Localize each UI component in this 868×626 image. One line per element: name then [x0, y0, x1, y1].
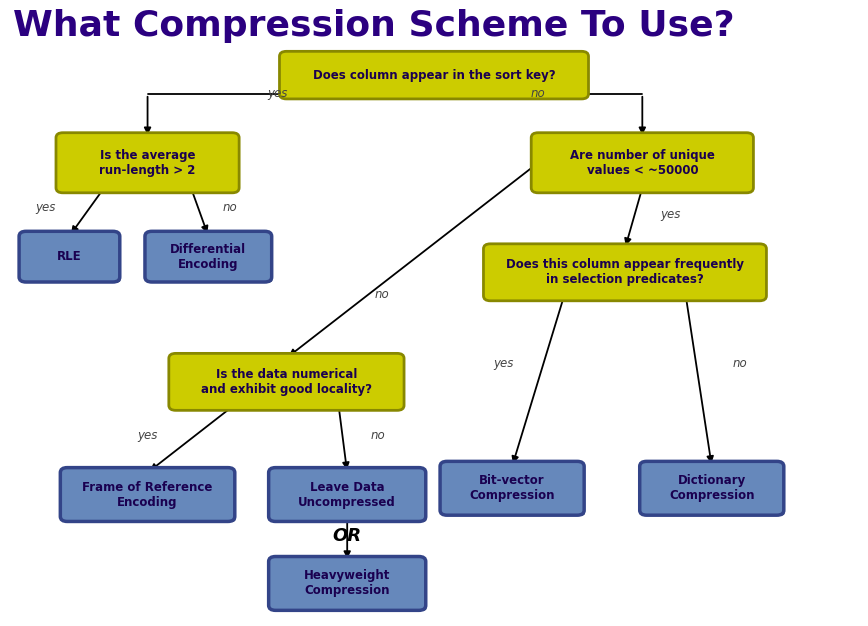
Text: Does column appear in the sort key?: Does column appear in the sort key? — [312, 69, 556, 81]
FancyBboxPatch shape — [67, 472, 236, 522]
FancyBboxPatch shape — [56, 133, 240, 193]
Text: Is the average
run-length > 2: Is the average run-length > 2 — [99, 149, 196, 177]
Text: Differential
Encoding: Differential Encoding — [170, 243, 247, 270]
Text: OR: OR — [332, 528, 362, 545]
FancyBboxPatch shape — [19, 232, 120, 282]
FancyBboxPatch shape — [646, 466, 785, 516]
FancyBboxPatch shape — [279, 51, 589, 99]
Text: Heavyweight
Compression: Heavyweight Compression — [304, 570, 391, 597]
Text: Does this column appear frequently
in selection predicates?: Does this column appear frequently in se… — [506, 259, 744, 286]
Text: yes: yes — [35, 202, 56, 214]
Text: Leave Data
Uncompressed: Leave Data Uncompressed — [299, 481, 396, 508]
Text: no: no — [531, 88, 545, 100]
Text: Bit-vector
Compression: Bit-vector Compression — [470, 475, 555, 502]
FancyBboxPatch shape — [151, 236, 273, 283]
FancyBboxPatch shape — [145, 232, 272, 282]
FancyBboxPatch shape — [531, 133, 753, 193]
Text: no: no — [223, 202, 237, 214]
Text: no: no — [375, 288, 389, 300]
Text: yes: yes — [137, 429, 158, 441]
Text: RLE: RLE — [57, 250, 82, 263]
FancyBboxPatch shape — [168, 353, 404, 411]
Text: Is the data numerical
and exhibit good locality?: Is the data numerical and exhibit good l… — [201, 368, 372, 396]
Text: yes: yes — [493, 357, 514, 369]
FancyBboxPatch shape — [640, 461, 784, 515]
Text: Frame of Reference
Encoding: Frame of Reference Encoding — [82, 481, 213, 508]
FancyBboxPatch shape — [274, 472, 427, 522]
FancyBboxPatch shape — [61, 468, 234, 521]
FancyBboxPatch shape — [269, 468, 426, 521]
Text: yes: yes — [267, 88, 288, 100]
FancyBboxPatch shape — [446, 466, 585, 516]
Text: no: no — [733, 357, 746, 369]
Text: no: no — [371, 429, 385, 441]
Text: What Compression Scheme To Use?: What Compression Scheme To Use? — [13, 9, 734, 43]
Text: Are number of unique
values < ~50000: Are number of unique values < ~50000 — [570, 149, 714, 177]
Text: Dictionary
Compression: Dictionary Compression — [669, 475, 754, 502]
FancyBboxPatch shape — [440, 461, 584, 515]
Text: yes: yes — [660, 208, 681, 220]
FancyBboxPatch shape — [483, 244, 766, 301]
FancyBboxPatch shape — [269, 557, 426, 610]
FancyBboxPatch shape — [25, 236, 121, 283]
FancyBboxPatch shape — [274, 561, 427, 611]
